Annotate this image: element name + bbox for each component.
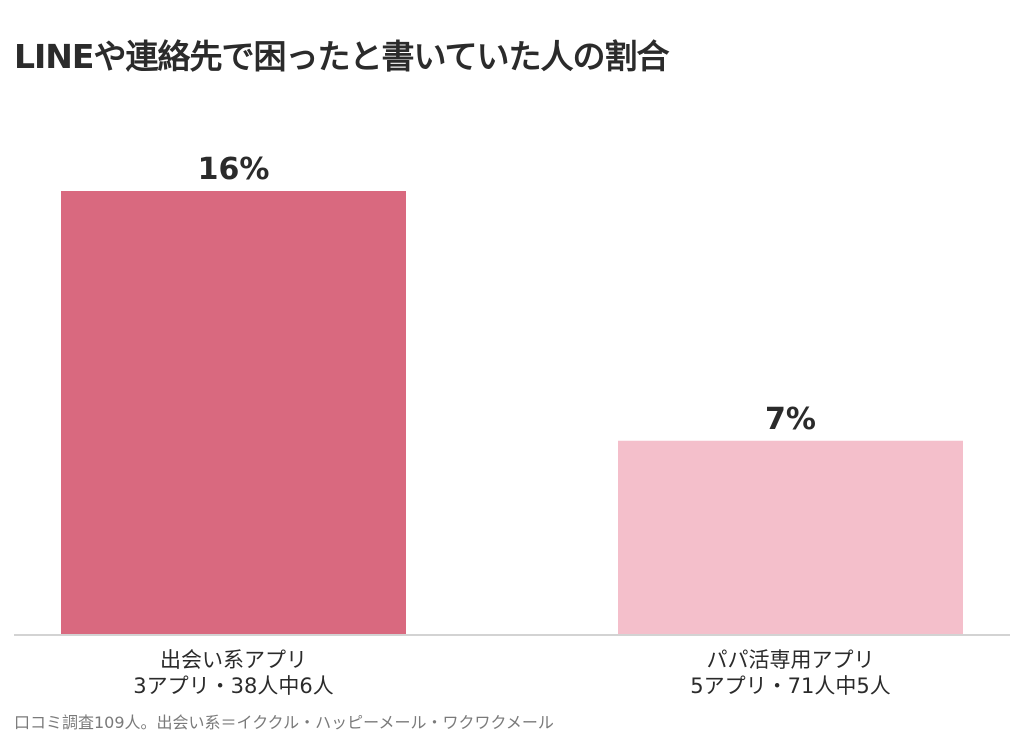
value-label-2: 7% [765,402,816,437]
category-label-2-line-1: パパ活専用アプリ [707,648,875,672]
value-label-1: 16% [198,152,270,187]
bars-layer [61,191,963,635]
category-label-1-line-1: 出会い系アプリ [160,648,307,672]
bar-2 [618,440,963,635]
category-label-1-line-2: 3アプリ・38人中6人 [133,674,333,698]
category-label-2-line-2: 5アプリ・71人中5人 [690,674,890,698]
bar-1 [61,191,406,635]
chart-title: LINEや連絡先で困ったと書いていた人の割合 [14,37,669,76]
footnote: 口コミ調査109人。出会い系＝イククル・ハッピーメール・ワクワクメール [14,713,554,732]
